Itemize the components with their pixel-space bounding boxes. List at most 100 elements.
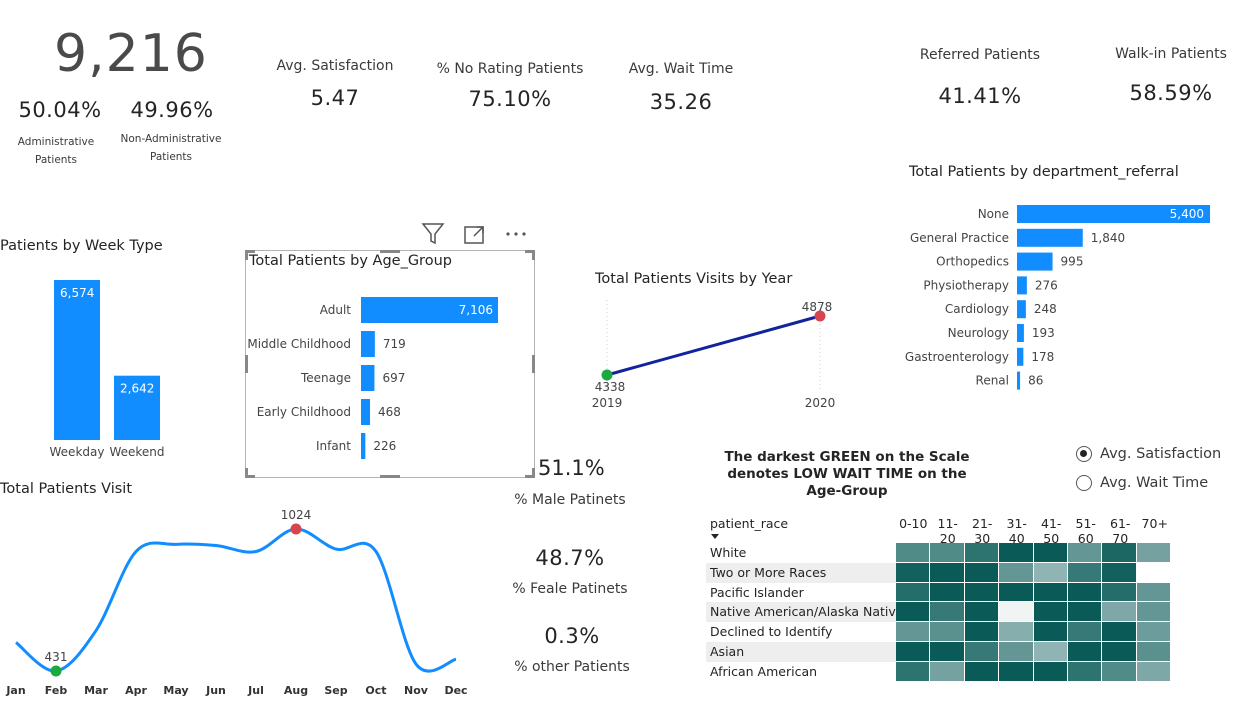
heatmap-cell[interactable] [930,602,965,623]
heatmap-cell[interactable] [930,622,965,642]
heatmap-cell[interactable] [896,602,931,623]
toggle-option-wait[interactable]: Avg. Wait Time [1076,473,1221,493]
age-group-bar[interactable] [361,365,375,391]
week-type-bar[interactable] [54,280,100,440]
heatmap-cell[interactable] [896,661,931,682]
heatmap-cell[interactable] [1102,602,1137,623]
heatmap-cell[interactable] [930,582,965,603]
age-group-bar[interactable] [361,331,375,357]
heatmap-cell[interactable] [1033,641,1068,662]
heatmap-cell[interactable] [964,582,1000,603]
row-header-label: patient_race [710,516,789,531]
heatmap-cell[interactable] [1033,661,1068,682]
visits-by-year-chart: 4338 4878 2019 2020 [592,300,835,410]
max-month-marker[interactable] [290,523,302,535]
heatmap-cell[interactable] [1033,582,1068,603]
department-bar[interactable] [1017,252,1053,271]
radio-unselected-icon [1076,475,1092,491]
department-bar[interactable] [1017,228,1083,247]
heatmap-cell[interactable] [1102,582,1137,603]
department-bar[interactable] [1017,205,1210,223]
heatmap-cell[interactable] [1102,562,1137,583]
row-header-patient-race[interactable]: patient_race [710,516,789,539]
heatmap-cell[interactable] [999,543,1034,563]
heatmap-cell[interactable] [999,622,1034,642]
heatmap-column-label: 61-70 [1110,516,1131,546]
heatmap-cell[interactable] [1136,661,1172,682]
heatmap-row[interactable]: Declined to Identify [706,622,1172,642]
heatmap-cell[interactable] [1067,641,1103,662]
heatmap-cell[interactable] [964,661,1000,682]
heatmap-cell[interactable] [964,622,1000,642]
heatmap-cell[interactable] [1136,602,1172,623]
heatmap-row[interactable]: Pacific Islander [706,582,1172,603]
heatmap-cell[interactable] [999,602,1034,623]
heatmap-cell[interactable] [1136,562,1172,583]
filter-icon[interactable] [421,223,445,245]
heatmap-cell[interactable] [930,543,965,563]
min-marker[interactable] [601,369,613,381]
age-group-bar[interactable] [361,399,371,425]
heatmap-cell[interactable] [896,622,931,642]
heatmap-cell[interactable] [1033,622,1068,642]
heatmap-cell[interactable] [930,562,965,583]
week-type-bar[interactable] [114,375,160,440]
heatmap-cell[interactable] [1067,562,1103,583]
heatmap-cell[interactable] [1033,602,1068,623]
heatmap-cell[interactable] [964,543,1000,563]
heatmap-cell[interactable] [1102,622,1137,642]
heatmap-cell[interactable] [1067,661,1103,682]
selection-handles [245,250,535,478]
heatmap-cell[interactable] [999,661,1034,682]
heatmap-cell[interactable] [1033,543,1068,563]
heatmap-cell[interactable] [964,602,1000,623]
year-data-label: 4338 [595,380,626,394]
heatmap-cell[interactable] [930,641,965,662]
department-bar[interactable] [1017,324,1024,342]
heatmap-row[interactable]: Native American/Alaska Native [706,602,1172,623]
department-category-label: Neurology [948,326,1009,340]
heatmap-cell[interactable] [1102,661,1137,682]
heatmap-cell[interactable] [1136,622,1172,642]
heatmap-cell[interactable] [964,641,1000,662]
age-group-bar[interactable] [361,297,498,323]
heatmap-cell[interactable] [1067,622,1103,642]
heatmap-cell[interactable] [896,543,931,563]
heatmap-cell[interactable] [1136,543,1172,563]
heatmap-cell[interactable] [999,641,1034,662]
toggle-option-satisfaction[interactable]: Avg. Satisfaction [1076,444,1221,464]
department-bar[interactable] [1017,347,1024,366]
heatmap-row[interactable]: African American [706,661,1172,682]
heatmap-row[interactable]: Two or More Races [706,562,1172,583]
heatmap-cell[interactable] [1067,543,1103,563]
department-bar[interactable] [1017,300,1026,319]
heatmap-cell[interactable] [1033,562,1068,583]
heatmap-cell[interactable] [896,641,931,662]
min-month-marker[interactable] [50,665,62,677]
heatmap-cell[interactable] [1067,582,1103,603]
heatmap-cell[interactable] [1102,641,1137,662]
heatmap-column-label: 70+ [1141,516,1168,531]
heatmap-cell[interactable] [896,562,931,583]
heatmap-row[interactable]: White [706,543,1172,563]
department-bar[interactable] [1017,371,1021,390]
female-pct-value: 48.7% [535,546,605,570]
heatmap-cell[interactable] [1136,582,1172,603]
heatmap-cell[interactable] [1067,602,1103,623]
department-bar[interactable] [1017,276,1027,295]
heatmap-cell[interactable] [1102,543,1137,563]
age-group-bar[interactable] [361,433,366,459]
heatmap-cell[interactable] [999,582,1034,603]
year-axis-label: 2019 [592,396,623,410]
heatmap-cell[interactable] [999,562,1034,583]
month-axis-label: Mar [84,684,108,697]
heatmap-cell[interactable] [896,582,931,603]
heatmap-cell[interactable] [964,562,1000,583]
more-options-icon[interactable] [506,232,526,236]
heatmap-cell[interactable] [1136,641,1172,662]
focus-mode-icon[interactable] [464,226,484,244]
age-group-category-label: Infant [316,439,351,453]
max-marker[interactable] [814,310,826,322]
heatmap-cell[interactable] [930,661,965,682]
heatmap-row[interactable]: Asian [706,641,1172,662]
